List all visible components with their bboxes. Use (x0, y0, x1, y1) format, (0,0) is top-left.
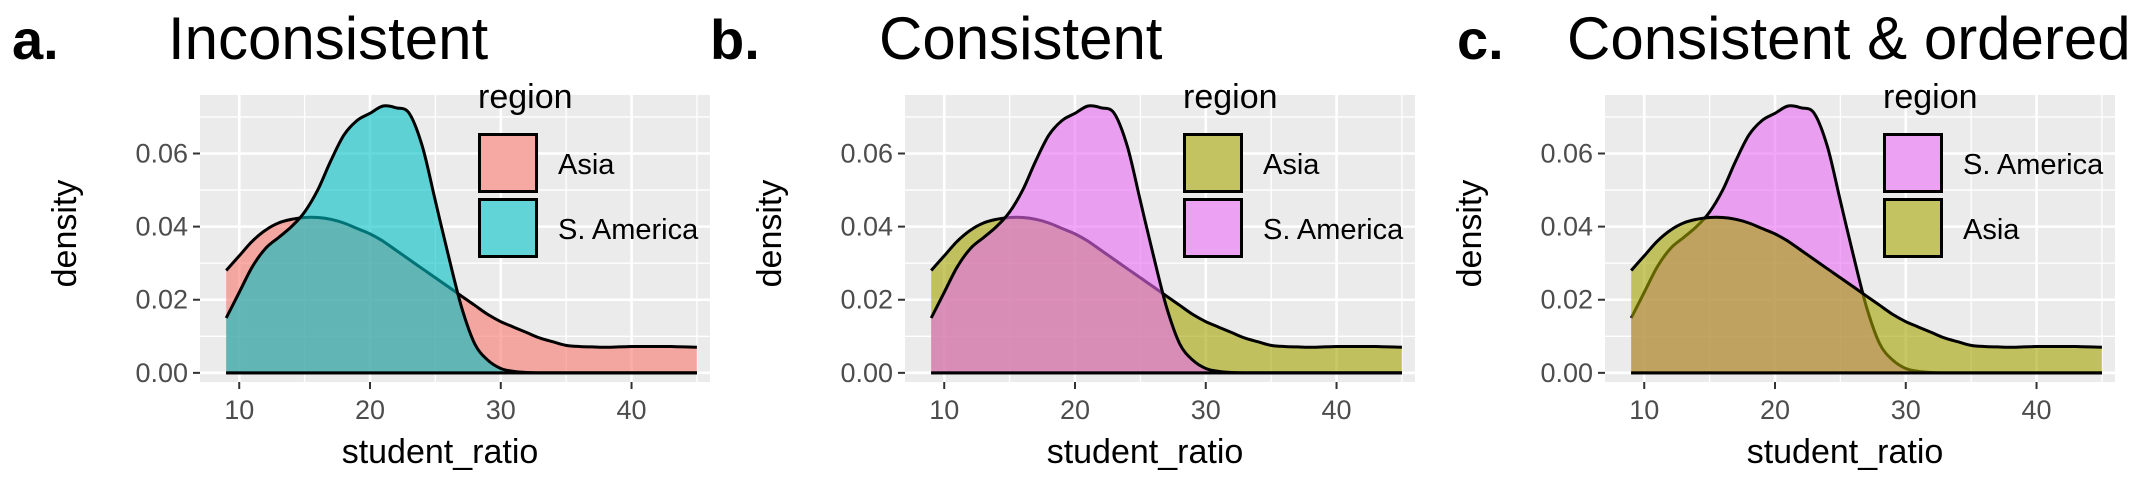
panel-c: c. Consistent & ordered 0.00 0.02 0.04 0.06 10… (1405, 0, 2131, 484)
legend-swatch-s-america (1883, 133, 1943, 193)
legend-swatch-asia (478, 133, 538, 193)
x-axis-title: student_ratio (342, 433, 539, 471)
legend-title: region (1183, 78, 1278, 116)
legend-label: S. America (1963, 149, 2104, 181)
legend-label: Asia (1263, 149, 1320, 181)
panel-title: Consistent & ordered (1567, 5, 2131, 72)
legend-swatch-asia (1883, 198, 1943, 258)
density-plot: 0.00 0.02 0.04 0.06 10 20 30 40 student_ratio den… (46, 78, 710, 471)
y-tick-label: 0.04 (1540, 212, 1593, 242)
x-tick-label: 10 (224, 395, 254, 425)
legend-swatch-asia (1183, 133, 1243, 193)
panel-letter: b. (710, 8, 760, 71)
y-tick-label: 0.00 (840, 358, 893, 388)
y-tick-label: 0.02 (1540, 285, 1593, 315)
y-axis-title: density (46, 180, 84, 288)
x-tick-label: 10 (929, 395, 959, 425)
legend-title: region (1883, 78, 1978, 116)
panel-title: Consistent (879, 5, 1163, 72)
x-tick-label: 20 (355, 395, 385, 425)
legend-label: Asia (558, 149, 615, 181)
panel-letter: a. (12, 8, 59, 71)
density-area-asia (1631, 217, 2102, 373)
legend-label: S. America (558, 214, 699, 246)
panel-letter: c. (1457, 8, 1504, 71)
panel-a: a. Inconsistent 0.00 0.02 0.04 0.06 10 20 30 40 st… (0, 0, 710, 484)
density-area-s-america (931, 105, 1402, 373)
density-area-s-america (226, 105, 697, 373)
legend-label: Asia (1963, 214, 2020, 246)
density-line-asia (1630, 215, 2102, 349)
y-tick-label: 0.04 (135, 212, 188, 242)
x-axis-title: student_ratio (1047, 433, 1244, 471)
y-tick-label: 0.04 (840, 212, 893, 242)
y-tick-label: 0.06 (840, 138, 893, 168)
x-tick-label: 20 (1060, 395, 1090, 425)
y-tick-label: 0.06 (1540, 138, 1593, 168)
density-plot: 0.00 0.02 0.04 0.06 10 20 30 40 student_ratio den… (751, 78, 1415, 471)
x-tick-label: 40 (1322, 395, 1352, 425)
density-plot: 0.00 0.02 0.04 0.06 10 20 30 40 student_ratio den… (1451, 78, 2115, 471)
x-tick-label: 40 (2022, 395, 2052, 425)
x-axis-title: student_ratio (1747, 433, 1944, 471)
y-tick-label: 0.02 (135, 285, 188, 315)
legend-swatch-s-america (1183, 198, 1243, 258)
x-tick-label: 30 (486, 395, 516, 425)
y-tick-label: 0.00 (135, 358, 188, 388)
x-tick-label: 10 (1629, 395, 1659, 425)
panel-b: b. Consistent 0.00 0.02 0.04 0.06 10 20 30 40 stud… (705, 0, 1415, 484)
x-tick-label: 30 (1191, 395, 1221, 425)
panel-title: Inconsistent (168, 5, 489, 72)
y-tick-label: 0.06 (135, 138, 188, 168)
y-axis-title: density (1451, 180, 1489, 288)
legend-swatch-s-america (478, 198, 538, 258)
y-tick-label: 0.02 (840, 285, 893, 315)
x-tick-label: 30 (1891, 395, 1921, 425)
y-axis-title: density (751, 180, 789, 288)
y-tick-label: 0.00 (1540, 358, 1593, 388)
x-tick-label: 20 (1760, 395, 1790, 425)
x-tick-label: 40 (617, 395, 647, 425)
legend-label: S. America (1263, 214, 1404, 246)
legend-title: region (478, 78, 573, 116)
